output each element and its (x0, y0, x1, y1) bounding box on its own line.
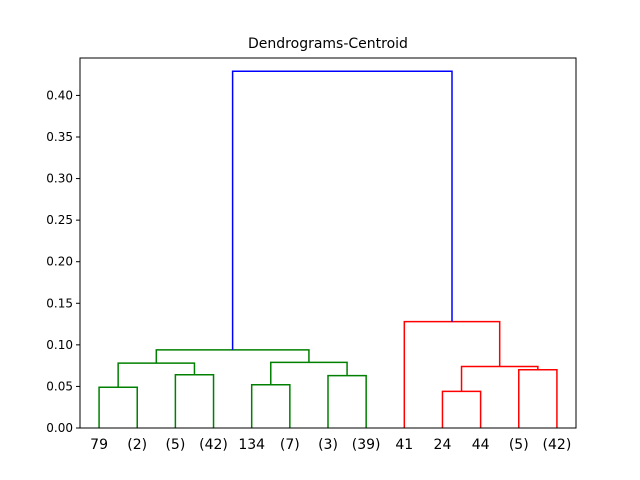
leaf-label: (5) (165, 437, 185, 453)
leaf-label: 24 (434, 437, 452, 453)
dendrogram-link-6 (155, 349, 310, 364)
leaf-label: (42) (543, 437, 572, 453)
leaf-label: (2) (127, 437, 147, 453)
dendrogram-link-7 (441, 390, 482, 428)
dendrogram-link-5 (270, 361, 348, 385)
leaf-label: (3) (318, 437, 338, 453)
leaf-label: (7) (280, 437, 300, 453)
y-tick-label: 0.25 (46, 213, 73, 227)
dendrogram-links (98, 70, 558, 428)
leaf-label: 134 (238, 437, 265, 453)
y-tick-label: 0.15 (46, 296, 73, 310)
y-tick-label: 0.05 (46, 379, 73, 393)
leaf-label: (39) (352, 437, 381, 453)
chart-title: Dendrograms-Centroid (248, 36, 408, 52)
y-tick-label: 0.10 (46, 338, 73, 352)
y-tick-label: 0.40 (46, 88, 73, 102)
leaf-label: 41 (395, 437, 413, 453)
dendrogram-link-1 (174, 374, 215, 428)
x-axis: 79 (2) (5) (42) 134 (7) (3) (39) 41 24 44 (5) (42) (90, 437, 571, 453)
y-tick-label: 0.00 (46, 421, 73, 435)
dendrogram-link-8 (518, 369, 558, 428)
dendrogram-link-11 (231, 70, 453, 350)
dendrogram-link-9 (460, 365, 539, 392)
y-tick-label: 0.30 (46, 172, 73, 186)
leaf-label: (5) (509, 437, 529, 453)
dendrogram-link-4 (327, 374, 367, 428)
leaf-label: (42) (199, 437, 228, 453)
y-tick-label: 0.20 (46, 255, 73, 269)
y-tick-label: 0.35 (46, 130, 73, 144)
leaf-label: 44 (472, 437, 490, 453)
plot-frame (79, 57, 577, 429)
leaf-label: 79 (90, 437, 108, 453)
y-axis: 0.00 0.05 0.10 0.15 0.20 0.25 0.30 0.35 0.40 (46, 88, 80, 435)
